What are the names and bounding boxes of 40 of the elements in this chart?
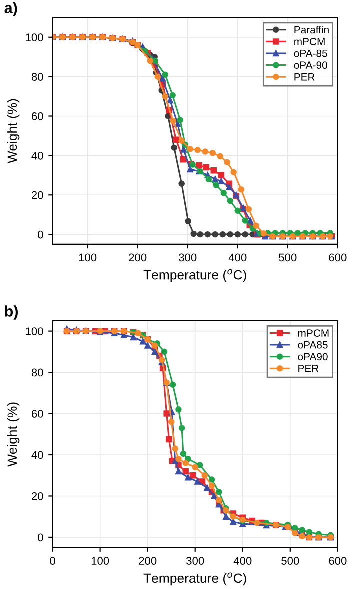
legend-label: Paraffin [294,26,329,34]
x-tick-label: 200 [139,557,157,565]
y-tick-label: 0 [38,534,44,542]
legend-label: PER [294,74,315,81]
x-tick-label: 600 [329,557,347,565]
y-axis-title: Weight (%) [7,402,20,467]
x-tick-label: 600 [329,254,347,262]
x-tick-label: 500 [279,254,297,262]
y-tick-label: 80 [32,368,44,377]
legend-label: oPA85 [298,341,328,349]
y-tick-label: 100 [26,34,44,42]
x-tick-label: 400 [228,254,247,262]
y-tick-label: 20 [32,191,44,200]
legend-label: oPA90 [298,353,328,361]
y-tick-label: 60 [32,410,44,418]
x-axis-title: Temperature ($^{o}$C) [144,269,246,282]
legend-label: mPCM [298,330,329,337]
y-tick-label: 0 [38,230,44,239]
y-tick-label: 80 [32,73,44,81]
y-tick-label: 60 [32,112,44,120]
y-tick-label: 40 [32,152,44,160]
x-tick-label: 100 [92,557,110,565]
y-tick-label: 100 [26,328,44,336]
text: b) [5,306,18,320]
y-axis-title: Weight (%) [7,99,20,164]
x-tick-label: 200 [129,254,147,262]
text: a) [4,2,18,17]
x-tick-label: 400 [234,557,252,565]
x-tick-label: 0 [50,557,56,565]
x-tick-label: 100 [79,254,97,262]
legend-label: mPCM [294,38,325,46]
x-tick-label: 300 [186,557,204,565]
legend-label: oPA-85 [294,50,328,58]
y-tick-label: 20 [32,492,44,500]
x-tick-label: 500 [282,557,300,565]
legend-label: oPA-90 [294,62,328,70]
legend-label: PER [298,365,319,372]
y-tick-label: 40 [32,451,44,460]
x-axis-title: Temperature ($^{o}$C) [144,572,246,586]
x-tick-label: 300 [179,254,197,262]
